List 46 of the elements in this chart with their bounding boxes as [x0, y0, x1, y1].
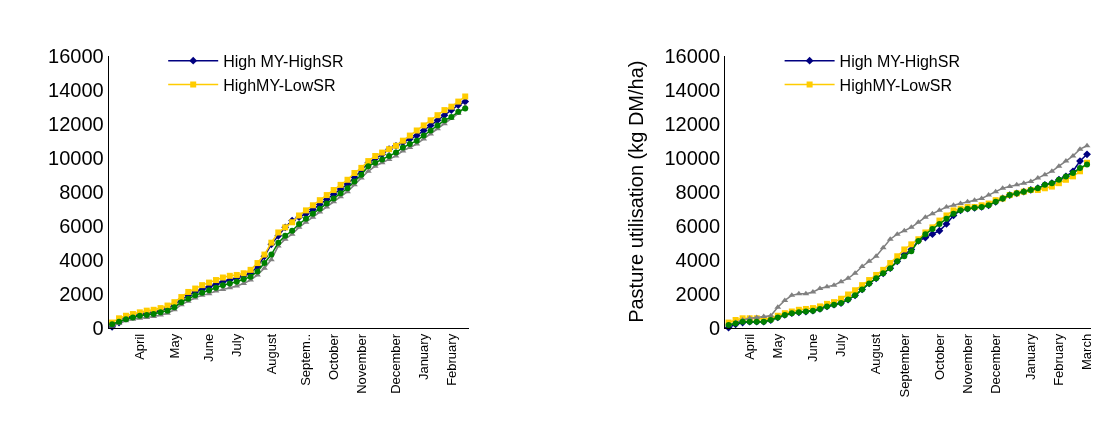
x-tick-label: October: [325, 333, 341, 381]
y-tick-label: 14000: [664, 78, 721, 101]
y-tick-label: 0: [92, 316, 104, 339]
y-tick-label: 10000: [664, 146, 721, 169]
x-tick-label: June: [201, 333, 217, 363]
y-tick-label: 12000: [664, 112, 721, 135]
y-tick-label: 4000: [59, 248, 104, 271]
x-tick-label: May: [769, 333, 785, 359]
x-tick-label: January: [415, 333, 431, 381]
y-tick-label: 2000: [59, 282, 104, 305]
x-tick-label: March: [1079, 333, 1095, 370]
y-axis-title: Pasture utilisation (kg DM/ha): [624, 60, 647, 323]
x-tick-label: October: [931, 333, 947, 381]
x-tick-label: April: [741, 333, 757, 360]
x-tick-label: November: [959, 333, 975, 394]
y-tick-label: 16000: [48, 44, 104, 67]
x-tick-label: November: [353, 333, 369, 394]
y-tick-label: 14000: [48, 78, 104, 101]
x-tick-label: August: [263, 333, 279, 375]
x-tick-label: July: [833, 333, 849, 357]
x-tick-label: August: [868, 333, 884, 375]
legend-label: HighMY-LowSR: [839, 76, 952, 94]
x-tick-label: Septem..: [298, 333, 314, 386]
legend-label: HighMY-LowSR: [223, 76, 336, 94]
legend-label: High MY-HighSR: [839, 52, 960, 70]
y-tick-label: 0: [708, 316, 721, 339]
legend-label: High MY-HighSR: [223, 52, 344, 70]
x-tick-label: June: [805, 333, 821, 363]
x-tick-label: February: [1051, 333, 1067, 386]
x-tick-label: February: [443, 333, 459, 386]
x-tick-label: April: [132, 333, 148, 360]
x-tick-label: September: [896, 333, 912, 398]
x-tick-label: December: [388, 333, 404, 394]
y-tick-label: 12000: [48, 112, 104, 135]
x-tick-label: May: [166, 333, 182, 359]
y-tick-label: 10000: [48, 146, 104, 169]
y-tick-label: 8000: [59, 180, 104, 203]
y-tick-label: 2000: [675, 282, 721, 305]
x-tick-label: January: [1023, 333, 1039, 381]
y-tick-label: 6000: [59, 214, 104, 237]
x-tick-label: December: [987, 333, 1003, 394]
y-tick-label: 16000: [664, 44, 721, 67]
y-tick-label: 4000: [675, 248, 721, 271]
y-tick-label: 6000: [675, 214, 721, 237]
x-tick-label: July: [228, 333, 244, 357]
y-tick-label: 8000: [675, 180, 721, 203]
